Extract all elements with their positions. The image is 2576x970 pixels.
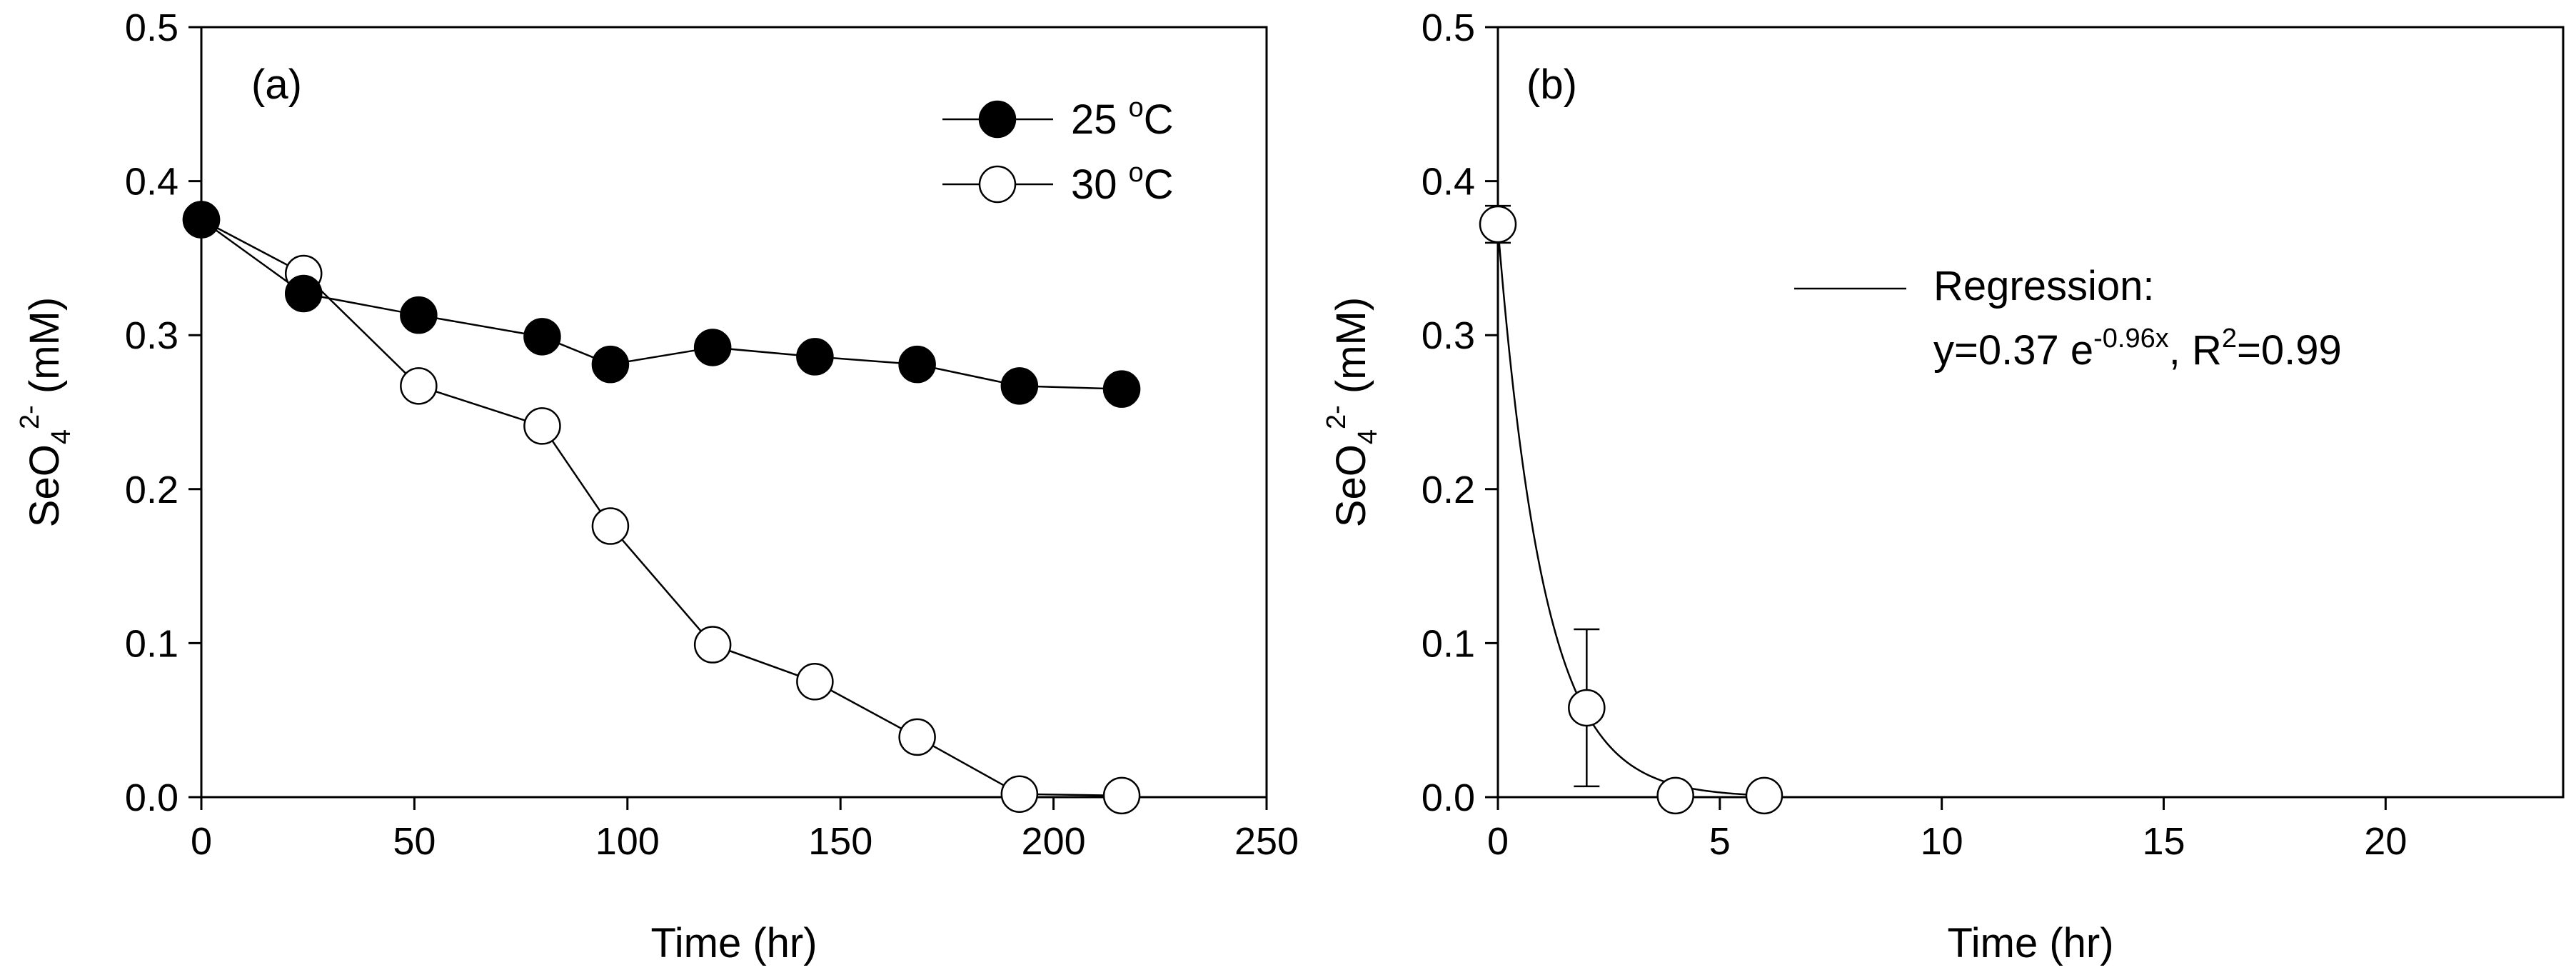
data-point-25c <box>1000 367 1039 405</box>
panel-a-plot-frame <box>200 26 1268 799</box>
panel-a-legend: 25 oC 30 oC <box>942 93 1174 208</box>
panel-b-markers <box>1479 205 1783 815</box>
series-line-30c <box>201 219 1122 797</box>
panel-a-x-axis-label: Time (hr) <box>650 920 817 966</box>
panel-a-x-tick-label: 250 <box>1234 820 1299 863</box>
panel-b-grid-ticks: 0 5 10 15 20 0.0 0.1 0.2 0.3 0.4 0.5 <box>1422 6 2407 863</box>
panel-b: 0 5 10 15 20 0.0 0.1 0.2 0.3 0.4 0.5 (b) Regressio… <box>1322 6 2565 966</box>
data-point-30c <box>1000 775 1039 813</box>
data-point-25c <box>400 296 438 334</box>
panel-b-x-axis-label: Time (hr) <box>1947 920 2113 966</box>
data-point-30c <box>591 507 630 545</box>
panel-b-x-tick-label: 15 <box>2142 820 2185 863</box>
panel-b-label: (b) <box>1526 61 1577 108</box>
panel-b-y-tick-label: 0.1 <box>1422 622 1475 665</box>
data-point-30c <box>693 626 732 664</box>
panel-b-plot-frame <box>1496 26 2565 799</box>
data-point <box>1745 776 1783 815</box>
panel-a-y-tick-label: 0.3 <box>125 314 178 357</box>
panel-a: 0 50 100 150 200 250 0.0 0.1 0.2 0.3 0.4 0.5 (a) 25… <box>15 6 1299 966</box>
legend-regression-equation: y=0.37 e-0.96x, R2=0.99 <box>1933 324 2342 374</box>
data-point-25c <box>1102 370 1141 408</box>
panel-a-y-tick-label: 0.1 <box>125 622 178 665</box>
panel-a-label: (a) <box>251 61 302 108</box>
data-point <box>1479 205 1517 244</box>
data-point-25c <box>591 345 630 384</box>
panel-b-y-tick-label: 0.0 <box>1422 776 1475 819</box>
data-point-25c <box>898 345 936 384</box>
panel-a-markers <box>182 201 1141 815</box>
data-point-25c <box>796 338 834 376</box>
data-point-25c <box>523 318 561 356</box>
panel-b-y-tick-label: 0.4 <box>1422 161 1475 204</box>
data-point-30c <box>796 663 834 701</box>
series-line-25c <box>201 219 1122 390</box>
data-point-25c <box>693 329 732 366</box>
panel-b-x-tick-label: 10 <box>1921 820 1963 863</box>
panel-a-x-tick-label: 100 <box>595 820 660 863</box>
panel-a-y-tick-label: 0.5 <box>125 6 178 49</box>
data-point <box>1656 776 1694 815</box>
data-point-30c <box>400 367 438 405</box>
panel-a-y-tick-label: 0.0 <box>125 776 178 819</box>
regression-curve <box>1496 227 1765 796</box>
panel-a-x-tick-label: 200 <box>1022 820 1086 863</box>
legend-30c-marker <box>978 165 1017 204</box>
legend-25c-marker <box>978 100 1017 139</box>
data-point-30c <box>898 718 936 756</box>
data-point <box>1568 689 1606 727</box>
panel-a-x-tick-label: 150 <box>808 820 872 863</box>
data-point-25c <box>284 274 323 313</box>
data-point-30c <box>1102 776 1141 815</box>
panel-b-y-tick-label: 0.2 <box>1422 469 1475 511</box>
panel-b-x-tick-label: 0 <box>1487 820 1509 863</box>
panel-a-y-tick-label: 0.2 <box>125 469 178 511</box>
legend-regression-title: Regression: <box>1933 263 2154 309</box>
legend-30c-label: 30 oC <box>1071 158 1174 208</box>
panel-a-x-tick-label: 0 <box>191 820 212 863</box>
panel-b-x-tick-label: 20 <box>2364 820 2407 863</box>
panel-a-lines <box>201 219 1122 797</box>
legend-25c-label: 25 oC <box>1071 93 1174 143</box>
data-point-25c <box>182 201 221 239</box>
panel-a-y-axis-label: SeO42- (mM) <box>15 297 76 527</box>
panel-b-y-tick-label: 0.5 <box>1422 6 1475 49</box>
panel-b-regression <box>1496 227 1765 796</box>
panel-b-y-tick-label: 0.3 <box>1422 314 1475 357</box>
panel-b-legend: Regression: y=0.37 e-0.96x, R2=0.99 <box>1794 263 2342 374</box>
panel-a-x-tick-label: 50 <box>393 820 436 863</box>
panel-b-x-tick-label: 5 <box>1709 820 1731 863</box>
data-point-30c <box>523 407 561 445</box>
panel-a-grid-ticks: 0 50 100 150 200 250 0.0 0.1 0.2 0.3 0.4 0.5 <box>125 6 1299 863</box>
panel-b-y-axis-label: SeO42- (mM) <box>1322 297 1383 527</box>
panel-a-y-tick-label: 0.4 <box>125 161 178 204</box>
